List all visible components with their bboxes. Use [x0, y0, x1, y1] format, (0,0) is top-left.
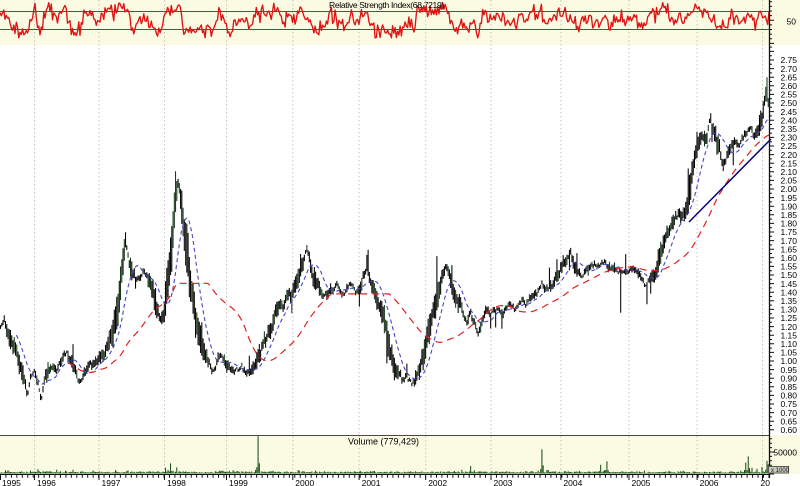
svg-text:2.25: 2.25: [780, 141, 797, 151]
svg-text:2.30: 2.30: [780, 133, 797, 143]
svg-text:2000: 2000: [295, 478, 314, 486]
svg-text:1.35: 1.35: [780, 296, 797, 306]
svg-text:1.70: 1.70: [780, 236, 797, 246]
svg-text:20: 20: [761, 478, 771, 486]
svg-text:0.90: 0.90: [780, 373, 797, 383]
svg-text:1.15: 1.15: [780, 330, 797, 340]
svg-text:2.20: 2.20: [780, 150, 797, 160]
svg-text:2.50: 2.50: [780, 98, 797, 108]
svg-text:1.95: 1.95: [780, 193, 797, 203]
svg-text:0.95: 0.95: [780, 365, 797, 375]
svg-text:1999: 1999: [229, 478, 248, 486]
svg-text:x 1000: x 1000: [771, 468, 790, 474]
svg-text:1998: 1998: [167, 478, 186, 486]
svg-text:2.10: 2.10: [780, 167, 797, 177]
svg-text:1.80: 1.80: [780, 219, 797, 229]
svg-text:1.40: 1.40: [780, 287, 797, 297]
svg-text:1.10: 1.10: [780, 339, 797, 349]
svg-text:0.70: 0.70: [780, 408, 797, 418]
svg-text:1995: 1995: [2, 478, 21, 486]
svg-text:1.65: 1.65: [780, 244, 797, 254]
svg-text:1.85: 1.85: [780, 210, 797, 220]
svg-text:0.80: 0.80: [780, 391, 797, 401]
svg-text:1996: 1996: [37, 478, 56, 486]
svg-text:1.25: 1.25: [780, 313, 797, 323]
svg-text:1.55: 1.55: [780, 262, 797, 272]
svg-text:0.85: 0.85: [780, 382, 797, 392]
svg-text:1.45: 1.45: [780, 279, 797, 289]
svg-text:1.90: 1.90: [780, 201, 797, 211]
svg-text:2.60: 2.60: [780, 81, 797, 91]
svg-text:50000: 50000: [773, 448, 797, 458]
svg-text:1.00: 1.00: [780, 356, 797, 366]
svg-text:2.65: 2.65: [780, 72, 797, 82]
svg-text:2003: 2003: [494, 478, 513, 486]
svg-text:2.35: 2.35: [780, 124, 797, 134]
svg-text:2.00: 2.00: [780, 184, 797, 194]
svg-text:1.20: 1.20: [780, 322, 797, 332]
svg-text:0.65: 0.65: [780, 416, 797, 426]
svg-text:2002: 2002: [428, 478, 447, 486]
svg-text:2004: 2004: [563, 478, 582, 486]
svg-text:50: 50: [787, 17, 797, 27]
svg-text:1.75: 1.75: [780, 227, 797, 237]
svg-text:1.50: 1.50: [780, 270, 797, 280]
svg-text:2006: 2006: [700, 478, 719, 486]
svg-text:0.75: 0.75: [780, 399, 797, 409]
svg-text:1.60: 1.60: [780, 253, 797, 263]
svg-text:2.75: 2.75: [780, 55, 797, 65]
svg-text:1.30: 1.30: [780, 305, 797, 315]
svg-text:2.55: 2.55: [780, 90, 797, 100]
svg-text:2005: 2005: [632, 478, 651, 486]
svg-text:2.15: 2.15: [780, 158, 797, 168]
svg-text:2001: 2001: [362, 478, 381, 486]
svg-text:Volume (779,429): Volume (779,429): [348, 437, 419, 447]
svg-text:2.70: 2.70: [780, 64, 797, 74]
svg-text:1.05: 1.05: [780, 348, 797, 358]
svg-text:0.60: 0.60: [780, 425, 797, 435]
svg-text:Relative Strength Index(68.721: Relative Strength Index(68.7219): [329, 0, 444, 10]
svg-text:2.40: 2.40: [780, 115, 797, 125]
svg-text:1997: 1997: [102, 478, 121, 486]
svg-text:2.45: 2.45: [780, 107, 797, 117]
svg-text:2.05: 2.05: [780, 176, 797, 186]
